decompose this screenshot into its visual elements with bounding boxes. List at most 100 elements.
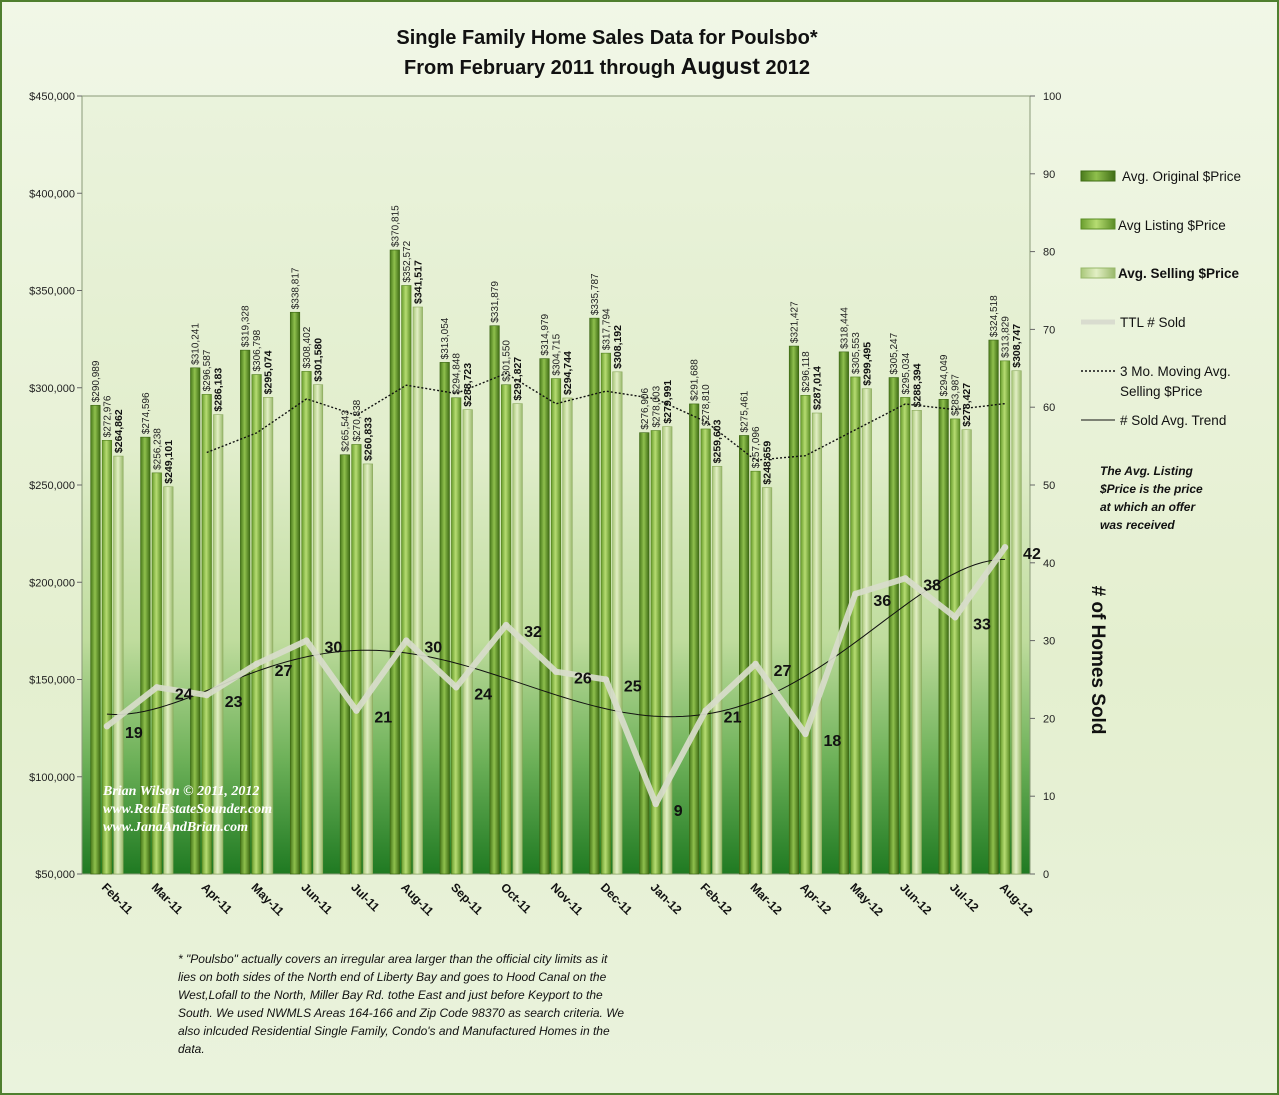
sold-point xyxy=(453,684,460,691)
bar-listing xyxy=(101,440,112,875)
bar-value-label: $295,074 xyxy=(263,350,275,394)
bar-value-label: $279,991 xyxy=(662,380,674,424)
y-tick-label: $300,000 xyxy=(29,383,75,395)
bar-group xyxy=(90,249,1022,875)
y-axis-left: $50,000 $100,000 $150,000 $200,000 $250,000 $… xyxy=(29,91,82,881)
bar-value-label: $313,829 xyxy=(1001,316,1012,358)
bar-selling xyxy=(861,388,872,875)
bar-listing xyxy=(401,285,412,875)
bar-label-group: $290,989 $274,596 $310,241 $319,328 $338,817… xyxy=(91,205,1023,485)
bar-value-label: $324,518 xyxy=(989,295,1000,337)
sold-point xyxy=(602,676,610,683)
bar-original xyxy=(489,325,500,875)
title-line2-year: 2012 xyxy=(760,57,810,79)
y2-tick-label: 0 xyxy=(1043,869,1049,881)
bar-value-label: $256,238 xyxy=(152,428,163,470)
bar-listing xyxy=(800,395,811,875)
bar-original xyxy=(589,317,600,875)
bar-selling xyxy=(562,397,573,875)
sold-value-label: 33 xyxy=(973,616,991,633)
bar-value-label: $264,862 xyxy=(113,409,125,453)
bar-selling xyxy=(612,371,623,875)
listing-note: The Avg. Listing $Price is the price at … xyxy=(1099,464,1203,532)
bar-selling xyxy=(163,486,174,875)
sold-point xyxy=(353,707,360,714)
bar-value-label: $305,553 xyxy=(851,332,862,374)
bar-original xyxy=(788,345,800,875)
bar-value-label: $301,550 xyxy=(502,340,513,382)
x-tick-label: Feb-11 xyxy=(99,880,136,917)
y-tick-label: $350,000 xyxy=(29,286,75,298)
bar-selling xyxy=(961,429,972,875)
sold-point xyxy=(303,637,310,644)
bar-selling xyxy=(412,306,423,875)
bar-value-label: $352,572 xyxy=(402,240,413,282)
bar-original xyxy=(639,432,650,875)
bar-selling xyxy=(662,426,673,875)
title-line2-month: August xyxy=(681,53,761,79)
sold-point xyxy=(852,590,859,598)
footnote-line-2: lies on both sides of the North end of L… xyxy=(178,970,607,984)
bar-listing xyxy=(351,444,362,875)
sold-point xyxy=(203,691,210,699)
y2-tick-label: 50 xyxy=(1043,480,1055,492)
watermark: Brian Wilson © 2011, 2012 www.RealEstate… xyxy=(102,784,272,835)
sold-point xyxy=(951,614,959,621)
bar-original xyxy=(938,399,949,875)
y2-tick-label: 70 xyxy=(1043,324,1055,336)
footnote-line-6: data. xyxy=(178,1042,205,1056)
bar-selling xyxy=(113,455,124,875)
bar-selling xyxy=(811,412,823,875)
sold-point xyxy=(502,621,510,629)
y-tick-label: $200,000 xyxy=(29,577,75,589)
bar-value-label: $290,989 xyxy=(91,360,102,402)
watermark-line-1: Brian Wilson © 2011, 2012 xyxy=(102,784,259,799)
x-tick-label: Nov-11 xyxy=(548,880,586,918)
bar-value-label: $317,794 xyxy=(601,308,612,350)
footnote: * "Poulsbo" actually covers an irregular… xyxy=(178,952,624,1056)
y-tick-label: $150,000 xyxy=(29,675,75,687)
x-axis: Feb-11 Mar-11 Apr-11 May-11 Jun-11 Jul-11 Aug-… xyxy=(99,880,1036,919)
bar-listing xyxy=(151,472,162,875)
bar-selling xyxy=(911,410,922,875)
sold-value-label: 27 xyxy=(774,663,792,680)
y2-tick-label: 100 xyxy=(1043,91,1061,103)
y-tick-label: $400,000 xyxy=(29,188,75,200)
bar-value-label: $294,049 xyxy=(939,354,950,396)
bar-selling xyxy=(362,463,373,875)
bar-listing xyxy=(301,371,312,875)
bar-value-label: $313,054 xyxy=(440,317,451,359)
sold-value-label: 30 xyxy=(325,640,343,657)
bar-value-label: $276,906 xyxy=(640,388,651,430)
bar-value-label: $308,747 xyxy=(1011,324,1023,368)
bar-listing xyxy=(650,430,661,875)
bar-value-label: $286,183 xyxy=(213,368,225,412)
bar-original xyxy=(90,404,101,875)
sold-value-label: 21 xyxy=(724,710,742,727)
bar-original xyxy=(389,249,400,875)
y2-tick-label: 30 xyxy=(1043,636,1055,648)
legend-label-selling: Avg. Selling $Price xyxy=(1118,266,1240,281)
bar-listing xyxy=(900,397,911,875)
chart-title-line1: Single Family Home Sales Data for Poulsb… xyxy=(396,27,817,49)
bar-value-label: $341,517 xyxy=(412,260,424,304)
bar-value-label: $274,596 xyxy=(141,392,152,434)
footnote-line-1: * "Poulsbo" actually covers an irregular… xyxy=(178,952,608,966)
bar-value-label: $275,461 xyxy=(740,390,751,432)
y2-tick-label: 60 xyxy=(1043,402,1055,414)
x-tick-label: Jun-12 xyxy=(897,880,934,917)
sold-point xyxy=(652,800,659,808)
legend: Avg. Original $Price Avg Listing $Price … xyxy=(1080,169,1241,428)
bar-value-label: $318,444 xyxy=(839,307,850,349)
sold-value-label: 24 xyxy=(175,686,193,703)
bar-value-label: $296,118 xyxy=(801,351,812,392)
footnote-line-4: South. We used NWMLS Areas 164-166 and Z… xyxy=(178,1006,624,1020)
bar-value-label: $291,688 xyxy=(690,359,701,401)
bar-value-label: $291,827 xyxy=(512,357,524,401)
bar-value-label: $272,976 xyxy=(102,395,113,437)
bar-value-label: $296,587 xyxy=(202,349,213,391)
bar-value-label: $248,659 xyxy=(762,441,774,485)
y2-tick-label: 40 xyxy=(1043,558,1055,570)
bar-value-label: $270,838 xyxy=(352,399,363,441)
